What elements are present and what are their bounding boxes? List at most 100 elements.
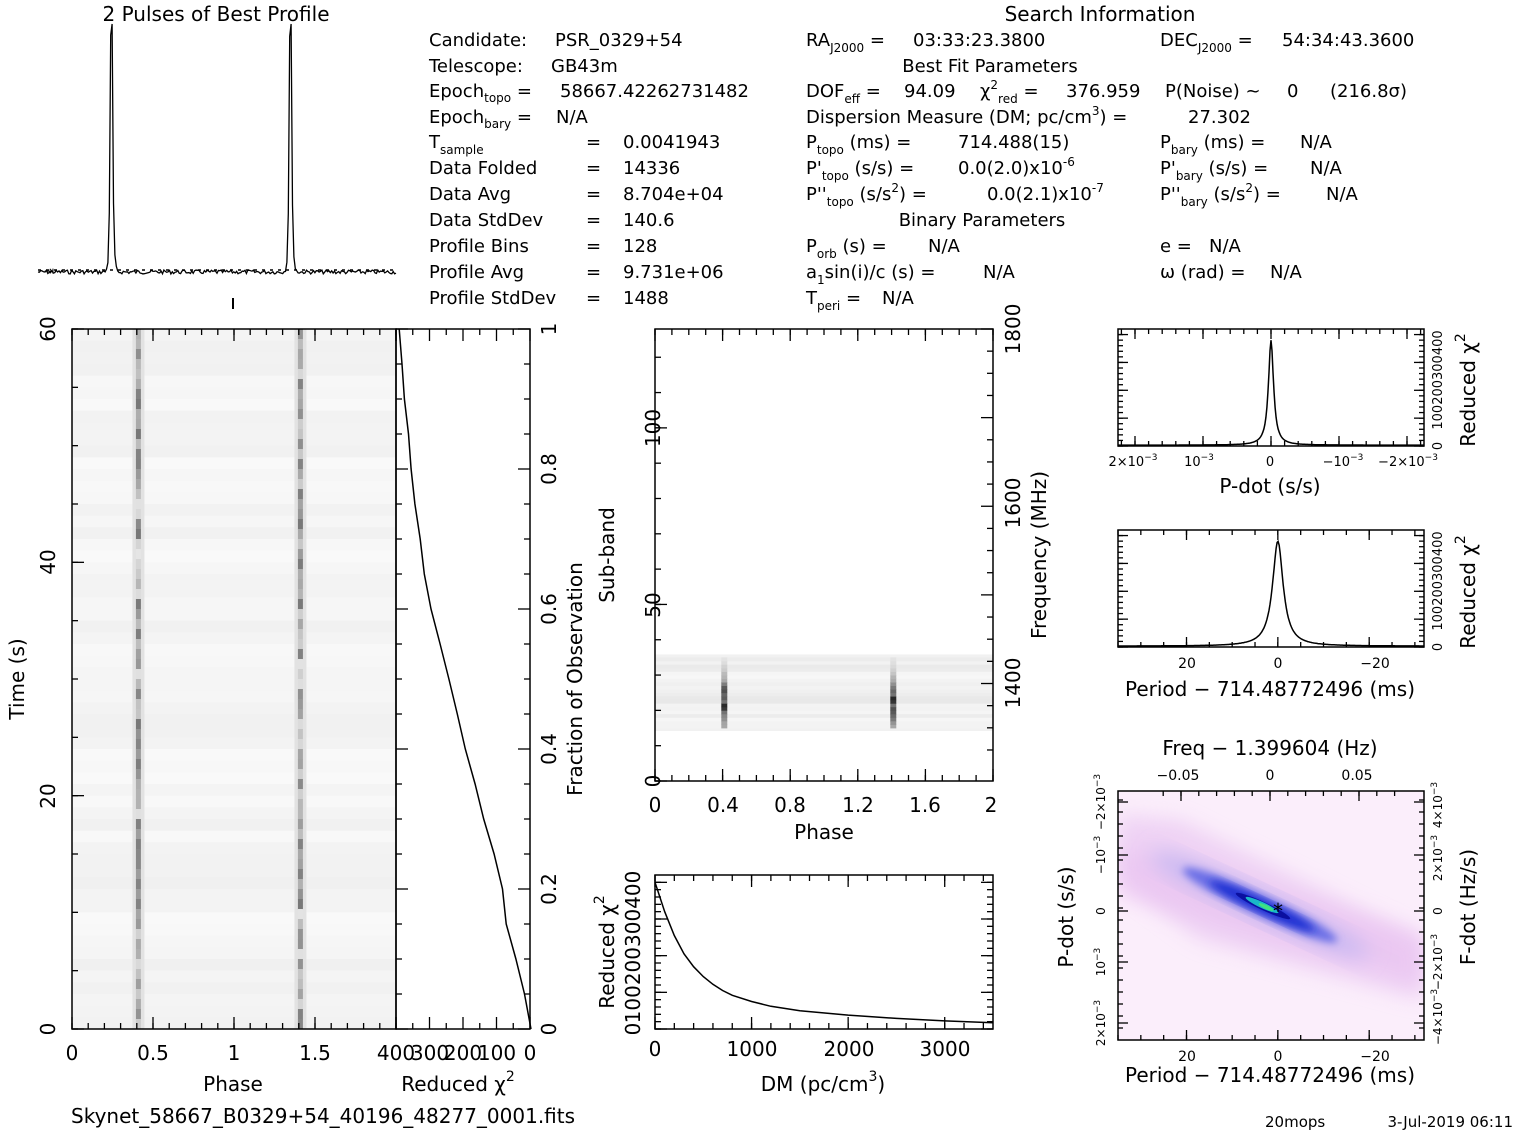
dm-xtick-0: 0 xyxy=(649,1037,662,1061)
subband-pulse-cell xyxy=(721,713,728,718)
pulse-segment xyxy=(297,499,303,510)
pulse-segment xyxy=(135,869,141,880)
chi2-time-ticks xyxy=(395,328,531,1030)
info-candidate-label: Candidate: xyxy=(429,30,527,51)
subband-pulse-cell xyxy=(721,706,728,711)
subband-pulse-cell xyxy=(890,699,897,704)
pulse-segment xyxy=(297,799,303,810)
time-row xyxy=(72,597,396,609)
subband-pulse-cell xyxy=(721,724,728,729)
time-row xyxy=(72,714,396,726)
pulse-segment xyxy=(297,579,303,590)
chi2-time-xtick-2: 200 xyxy=(444,1041,482,1065)
info-eq-2: = xyxy=(586,158,601,179)
ppdot-ylabel: P-dot (s/s) xyxy=(1054,866,1078,967)
time-row xyxy=(72,609,396,621)
time-row xyxy=(72,877,396,889)
time-row xyxy=(72,655,396,668)
dm-ticks xyxy=(654,875,993,1030)
subband-row xyxy=(655,675,993,679)
pulse-segment xyxy=(135,569,141,580)
subband-xtick-5: 2 xyxy=(985,793,998,817)
subband-pulse-cell xyxy=(890,682,897,686)
info-pddot-topo-label: P''topo (s/s2) = xyxy=(806,181,927,209)
info-eq-4: = xyxy=(586,210,601,231)
pulse-segment xyxy=(135,709,141,720)
pulse-segment xyxy=(135,559,141,570)
info-dec-label: DECJ2000 = xyxy=(1160,30,1253,55)
pulse-segment xyxy=(135,449,141,460)
pulse-segment xyxy=(135,849,141,860)
pulse-segment xyxy=(135,949,141,960)
ppdot-ltick-2: 0 xyxy=(1094,907,1108,915)
period-xtick-1: 0 xyxy=(1274,656,1283,672)
pulse-segment xyxy=(135,459,141,470)
chi2-time-rtick-0: 0 xyxy=(537,1023,561,1036)
subband-pulse-cell xyxy=(721,664,728,669)
period-frame xyxy=(1117,529,1425,648)
time-phase-image xyxy=(72,329,396,1029)
ppdot-title: Freq − 1.399604 (Hz) xyxy=(1162,736,1377,760)
pulse-segment xyxy=(297,549,303,560)
dm-xlabel: DM (pc/cm3) xyxy=(761,1069,885,1096)
info-profile-avg: 9.731e+06 xyxy=(623,262,724,283)
time-row xyxy=(72,819,396,831)
pulse-segment xyxy=(297,379,303,390)
subband-ticks xyxy=(654,328,994,782)
time-row xyxy=(72,632,396,644)
subband-row xyxy=(655,682,993,686)
pulse-segment xyxy=(297,749,303,760)
subband-pulse-cell xyxy=(890,664,897,669)
subband-row xyxy=(655,685,993,690)
time-row xyxy=(72,737,396,749)
subband-pulse-cell xyxy=(890,717,897,722)
pulse-segment xyxy=(297,679,303,690)
pulse-segment xyxy=(135,939,141,950)
pdot-xtick-3: −10−3 xyxy=(1323,453,1364,470)
dm-frame xyxy=(654,874,994,1030)
ppdot-rtick-0: −4×10−3 xyxy=(1430,989,1445,1045)
info-ptopo-label: Ptopo (ms) = xyxy=(806,132,911,157)
subband-pulse-cell xyxy=(890,721,897,725)
time-row xyxy=(72,574,396,586)
time-row xyxy=(72,749,396,761)
time-phase-ytick-2: 40 xyxy=(36,549,60,574)
time-row xyxy=(72,410,396,423)
chi2-time-xtick-0: 400 xyxy=(377,1041,415,1065)
time-row xyxy=(72,889,396,901)
pulse-segment xyxy=(135,779,141,790)
info-block: Candidate: PSR_0329+54 Telescope: GB43m … xyxy=(428,30,1414,313)
time-row xyxy=(72,807,396,819)
subband-row xyxy=(655,717,993,722)
pulse-segment xyxy=(135,1019,141,1029)
profile-title: 2 Pulses of Best Profile xyxy=(103,2,330,26)
pulse-segment xyxy=(135,979,141,990)
ppdot-rlabel: F-dot (Hz/s) xyxy=(1456,849,1480,965)
pulse-segment xyxy=(135,399,141,410)
pulse-segment xyxy=(135,1009,141,1020)
pulse-segment xyxy=(297,829,303,840)
time-row xyxy=(72,924,396,936)
time-row xyxy=(72,457,396,469)
info-pbary: N/A xyxy=(1300,132,1333,153)
time-row xyxy=(72,679,396,691)
ppdot-xtick-0: 20 xyxy=(1178,1049,1196,1065)
subband-pulse-cell xyxy=(890,703,897,708)
chi2-time-xtick-1: 300 xyxy=(411,1041,449,1065)
info-chi2red: 376.959 xyxy=(1066,81,1140,102)
ppdot-xtick-1: 0 xyxy=(1274,1049,1283,1065)
time-row xyxy=(72,620,396,633)
pulse-segment xyxy=(297,889,303,900)
pulse-segment xyxy=(297,1019,303,1029)
ppdot-image xyxy=(1118,791,1424,1040)
info-binary-title: Binary Parameters xyxy=(899,210,1066,231)
pulse-segment xyxy=(135,589,141,600)
ppdot-xtick-2: −20 xyxy=(1360,1049,1390,1065)
info-telescope-label: Telescope: xyxy=(428,56,523,77)
info-pddot-bary-label: P''bary (s/s2) = xyxy=(1160,181,1281,209)
subband-pulse-cell xyxy=(721,717,728,722)
subband-pulse-cell xyxy=(890,671,897,676)
ppdot-plot: * Freq − 1.399604 (Hz) −0.05 0 0.05 20 0… xyxy=(1054,736,1480,1087)
period-rlabel: Reduced χ2 xyxy=(1453,535,1480,649)
ppdot-toptick-2: 0.05 xyxy=(1341,768,1372,784)
